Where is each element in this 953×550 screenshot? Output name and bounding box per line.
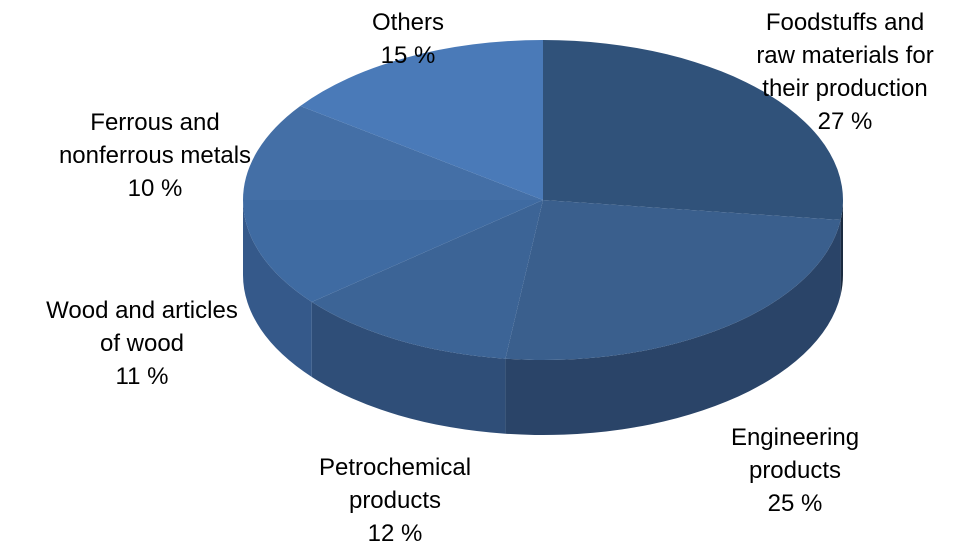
slice-label-petrochemical-products: Petrochemical products 12 % xyxy=(319,454,471,547)
pie-side-petrochemical-products xyxy=(311,301,506,434)
pie-side-wood-and-articles-of-wood xyxy=(243,200,312,377)
pie-side-foodstuffs-and-raw-materials-for-their-production xyxy=(840,200,844,296)
slice-category-line: their production xyxy=(762,75,927,102)
pie-slice-wood-and-articles-of-wood xyxy=(243,200,543,302)
slice-category-line: Engineering xyxy=(731,424,859,451)
slice-category-line: Others xyxy=(372,9,444,36)
slice-category-line: Foodstuffs and xyxy=(766,9,924,36)
slice-category-line: Petrochemical xyxy=(319,454,471,481)
pie-slice-foodstuffs-and-raw-materials-for-their-production xyxy=(543,40,843,221)
pie-top-layer xyxy=(243,40,843,360)
slice-label-foodstuffs-and-raw-materials-for-their-production: Foodstuffs and raw materials for their pro… xyxy=(756,9,933,135)
pie-side-layer xyxy=(243,200,844,436)
slice-value: 27 % xyxy=(818,108,873,135)
pie-label-layer: Foodstuffs and raw materials for their pro… xyxy=(46,9,934,547)
slice-value: 25 % xyxy=(768,490,823,517)
pie-slice-others xyxy=(300,40,543,200)
pie-slice-petrochemical-products xyxy=(311,200,543,359)
slice-value: 11 % xyxy=(116,363,169,390)
slice-category-line: products xyxy=(349,487,441,514)
slice-value: 10 % xyxy=(128,175,183,202)
slice-category-line: products xyxy=(749,457,841,484)
pie-slice-engineering-products xyxy=(505,200,841,360)
pie-slice-ferrous-and-nonferrous-metals xyxy=(243,105,543,200)
slice-label-others: Others 15 % xyxy=(372,9,444,69)
slice-category-line: Ferrous and xyxy=(90,109,219,136)
slice-value: 12 % xyxy=(368,520,423,547)
slice-value: 15 % xyxy=(381,42,436,69)
pie-side-engineering-products xyxy=(505,220,841,436)
slice-category-line: of wood xyxy=(100,330,184,357)
slice-label-ferrous-and-nonferrous-metals: Ferrous and nonferrous metals 10 % xyxy=(59,109,251,202)
slice-category-line: raw materials for xyxy=(756,42,933,69)
slice-label-engineering-products: Engineering products 25 % xyxy=(731,424,859,517)
slice-category-line: Wood and articles xyxy=(46,297,238,324)
slice-label-wood-and-articles-of-wood: Wood and articles of wood 11 % xyxy=(46,297,238,390)
slice-category-line: nonferrous metals xyxy=(59,142,251,169)
